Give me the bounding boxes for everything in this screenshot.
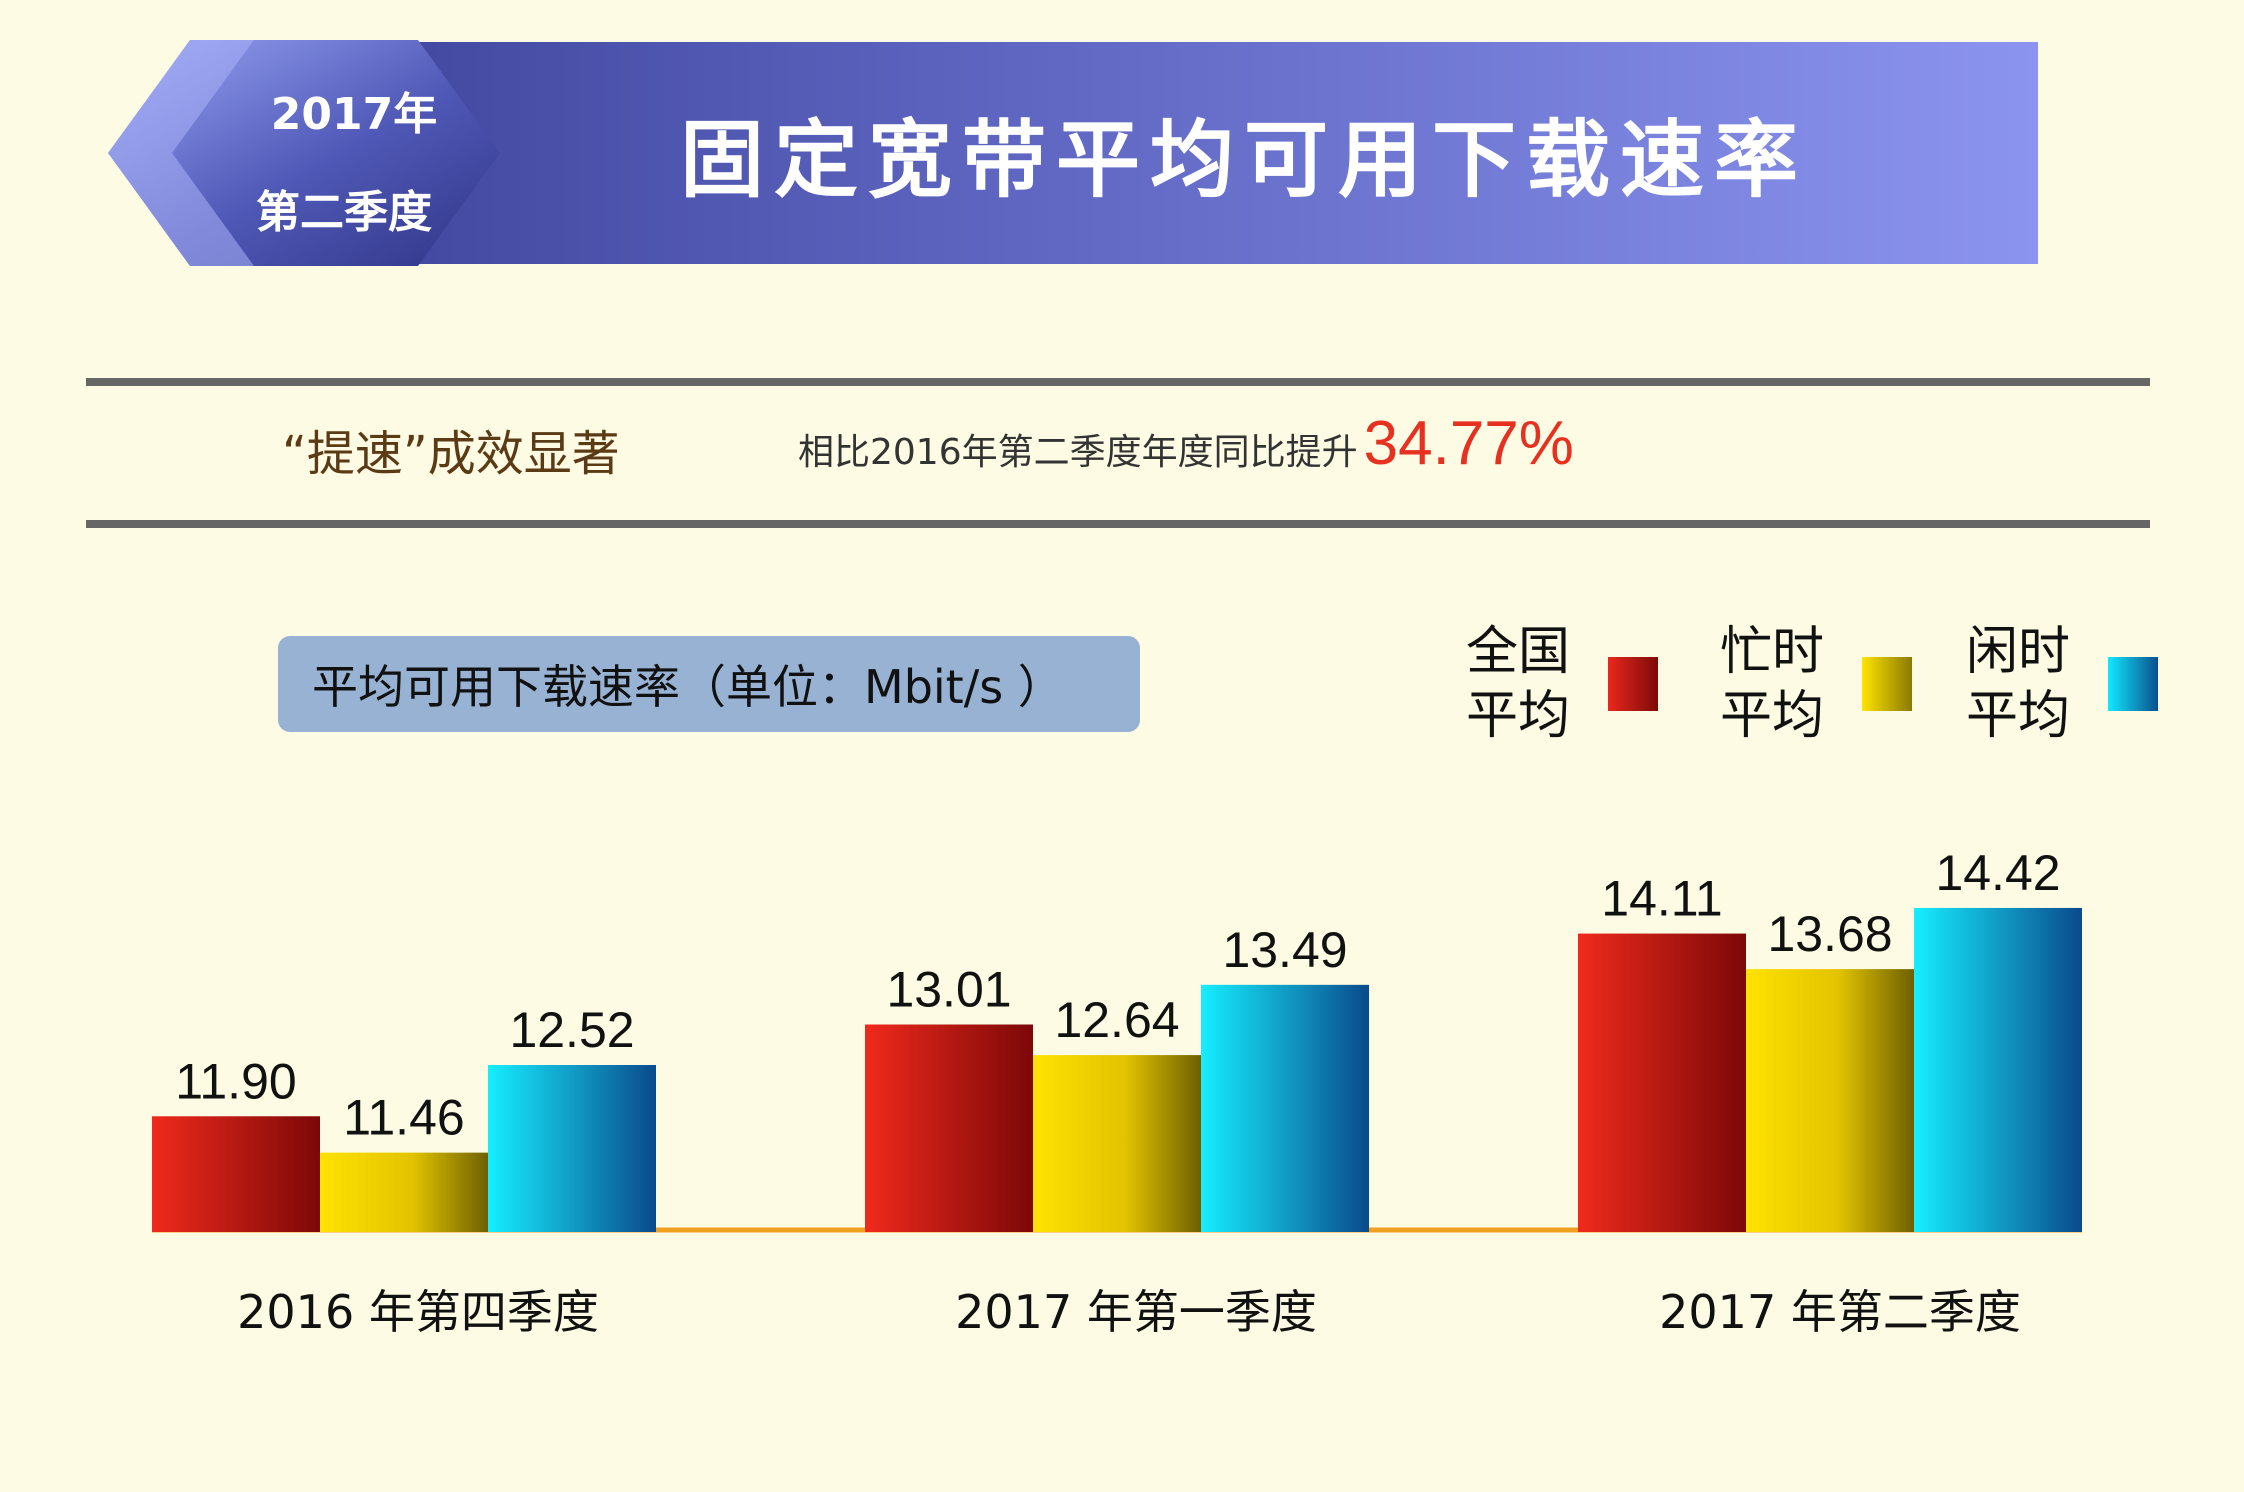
legend-item-national: 全国 平均 xyxy=(1466,620,1658,748)
category-label-q2-2017: 2017 年第二季度 xyxy=(1659,1285,2021,1339)
bar-idle-0 xyxy=(488,1065,656,1232)
bottom-divider xyxy=(86,520,2150,528)
page-title: 固定宽带平均可用下载速率 xyxy=(679,110,1808,209)
growth-percentage: 34.77% xyxy=(1363,409,1574,478)
legend-swatch-national xyxy=(1608,657,1658,711)
category-label-q4-2016: 2016 年第四季度 xyxy=(237,1285,599,1339)
data-label-busy-0: 11.46 xyxy=(343,1090,464,1146)
subtitle-comparison: 相比2016年第二季度年度同比提升 xyxy=(798,432,1358,473)
bar-idle-1 xyxy=(1201,984,1369,1232)
category-label-q1-2017: 2017 年第一季度 xyxy=(955,1285,1317,1339)
legend-item-busy: 忙时 平均 xyxy=(1720,620,1912,748)
top-divider xyxy=(86,378,2150,386)
legend-swatch-busy xyxy=(1862,657,1912,711)
bar-idle-2 xyxy=(1914,907,2082,1232)
data-label-idle-1: 13.49 xyxy=(1222,922,1347,978)
data-label-busy-2: 13.68 xyxy=(1767,906,1892,962)
badge-year: 2017年 xyxy=(270,89,438,140)
data-label-busy-1: 12.64 xyxy=(1054,992,1179,1048)
data-label-national-1: 13.01 xyxy=(886,962,1011,1018)
legend-label-national: 全国 平均 xyxy=(1466,622,1571,746)
bar-busy-2 xyxy=(1746,969,1914,1232)
subtitle-right: 相比2016年第二季度年度同比提升 34.77% xyxy=(798,408,1574,479)
bar-national-2 xyxy=(1578,933,1746,1232)
badge-quarter: 第二季度 xyxy=(256,187,432,238)
unit-label: 平均可用下载速率（单位：Mbit/s ） xyxy=(278,636,1140,732)
legend-item-idle: 闲时 平均 xyxy=(1966,620,2158,748)
data-label-idle-2: 14.42 xyxy=(1935,845,2060,901)
bar-national-0 xyxy=(152,1116,320,1232)
legend-swatch-idle xyxy=(2108,657,2158,711)
period-badge xyxy=(108,40,500,266)
data-label-national-0: 11.90 xyxy=(175,1053,296,1109)
legend-label-busy: 忙时 平均 xyxy=(1720,622,1825,746)
bar-national-1 xyxy=(865,1024,1033,1232)
bar-busy-1 xyxy=(1033,1055,1201,1232)
legend-label-idle: 闲时 平均 xyxy=(1966,622,2071,746)
subtitle-left: “提速”成效显著 xyxy=(282,426,620,482)
bar-busy-0 xyxy=(320,1152,488,1232)
data-label-idle-0: 12.52 xyxy=(509,1002,634,1058)
data-label-national-2: 14.11 xyxy=(1601,871,1722,927)
